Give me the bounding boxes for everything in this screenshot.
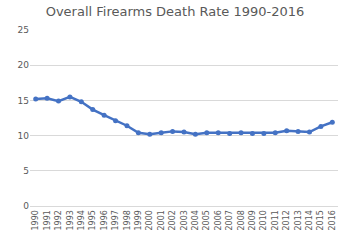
- svg-text:2008: 2008: [237, 210, 246, 230]
- svg-text:2016: 2016: [328, 210, 337, 230]
- svg-text:2012: 2012: [282, 210, 291, 230]
- svg-text:1995: 1995: [88, 210, 97, 230]
- svg-text:1990: 1990: [31, 210, 40, 230]
- svg-text:2004: 2004: [191, 210, 200, 230]
- svg-text:25: 25: [18, 25, 29, 35]
- svg-text:1996: 1996: [100, 210, 109, 230]
- svg-text:0: 0: [23, 201, 29, 211]
- svg-text:2011: 2011: [271, 210, 280, 230]
- svg-text:15: 15: [18, 96, 29, 106]
- svg-text:20: 20: [18, 60, 30, 70]
- svg-text:5: 5: [23, 166, 29, 176]
- svg-text:2001: 2001: [157, 210, 166, 230]
- svg-text:2006: 2006: [214, 210, 223, 230]
- svg-text:2010: 2010: [259, 210, 268, 230]
- svg-text:1997: 1997: [111, 210, 120, 230]
- svg-text:2007: 2007: [225, 210, 234, 230]
- svg-text:2014: 2014: [305, 210, 314, 230]
- svg-text:2002: 2002: [168, 210, 177, 230]
- svg-text:2000: 2000: [145, 210, 154, 230]
- svg-text:1998: 1998: [123, 210, 132, 230]
- svg-text:2005: 2005: [202, 210, 211, 230]
- svg-text:1993: 1993: [66, 210, 75, 230]
- svg-text:Overall Firearms Death Rate 19: Overall Firearms Death Rate 1990-2016: [46, 4, 305, 19]
- svg-text:10: 10: [18, 131, 30, 141]
- svg-text:2003: 2003: [180, 210, 189, 230]
- svg-text:2009: 2009: [248, 210, 257, 230]
- svg-text:2013: 2013: [294, 210, 303, 230]
- svg-text:1994: 1994: [77, 210, 86, 230]
- svg-text:1991: 1991: [43, 210, 52, 230]
- svg-text:2015: 2015: [316, 210, 325, 230]
- svg-text:1992: 1992: [54, 210, 63, 230]
- svg-text:1999: 1999: [134, 210, 143, 230]
